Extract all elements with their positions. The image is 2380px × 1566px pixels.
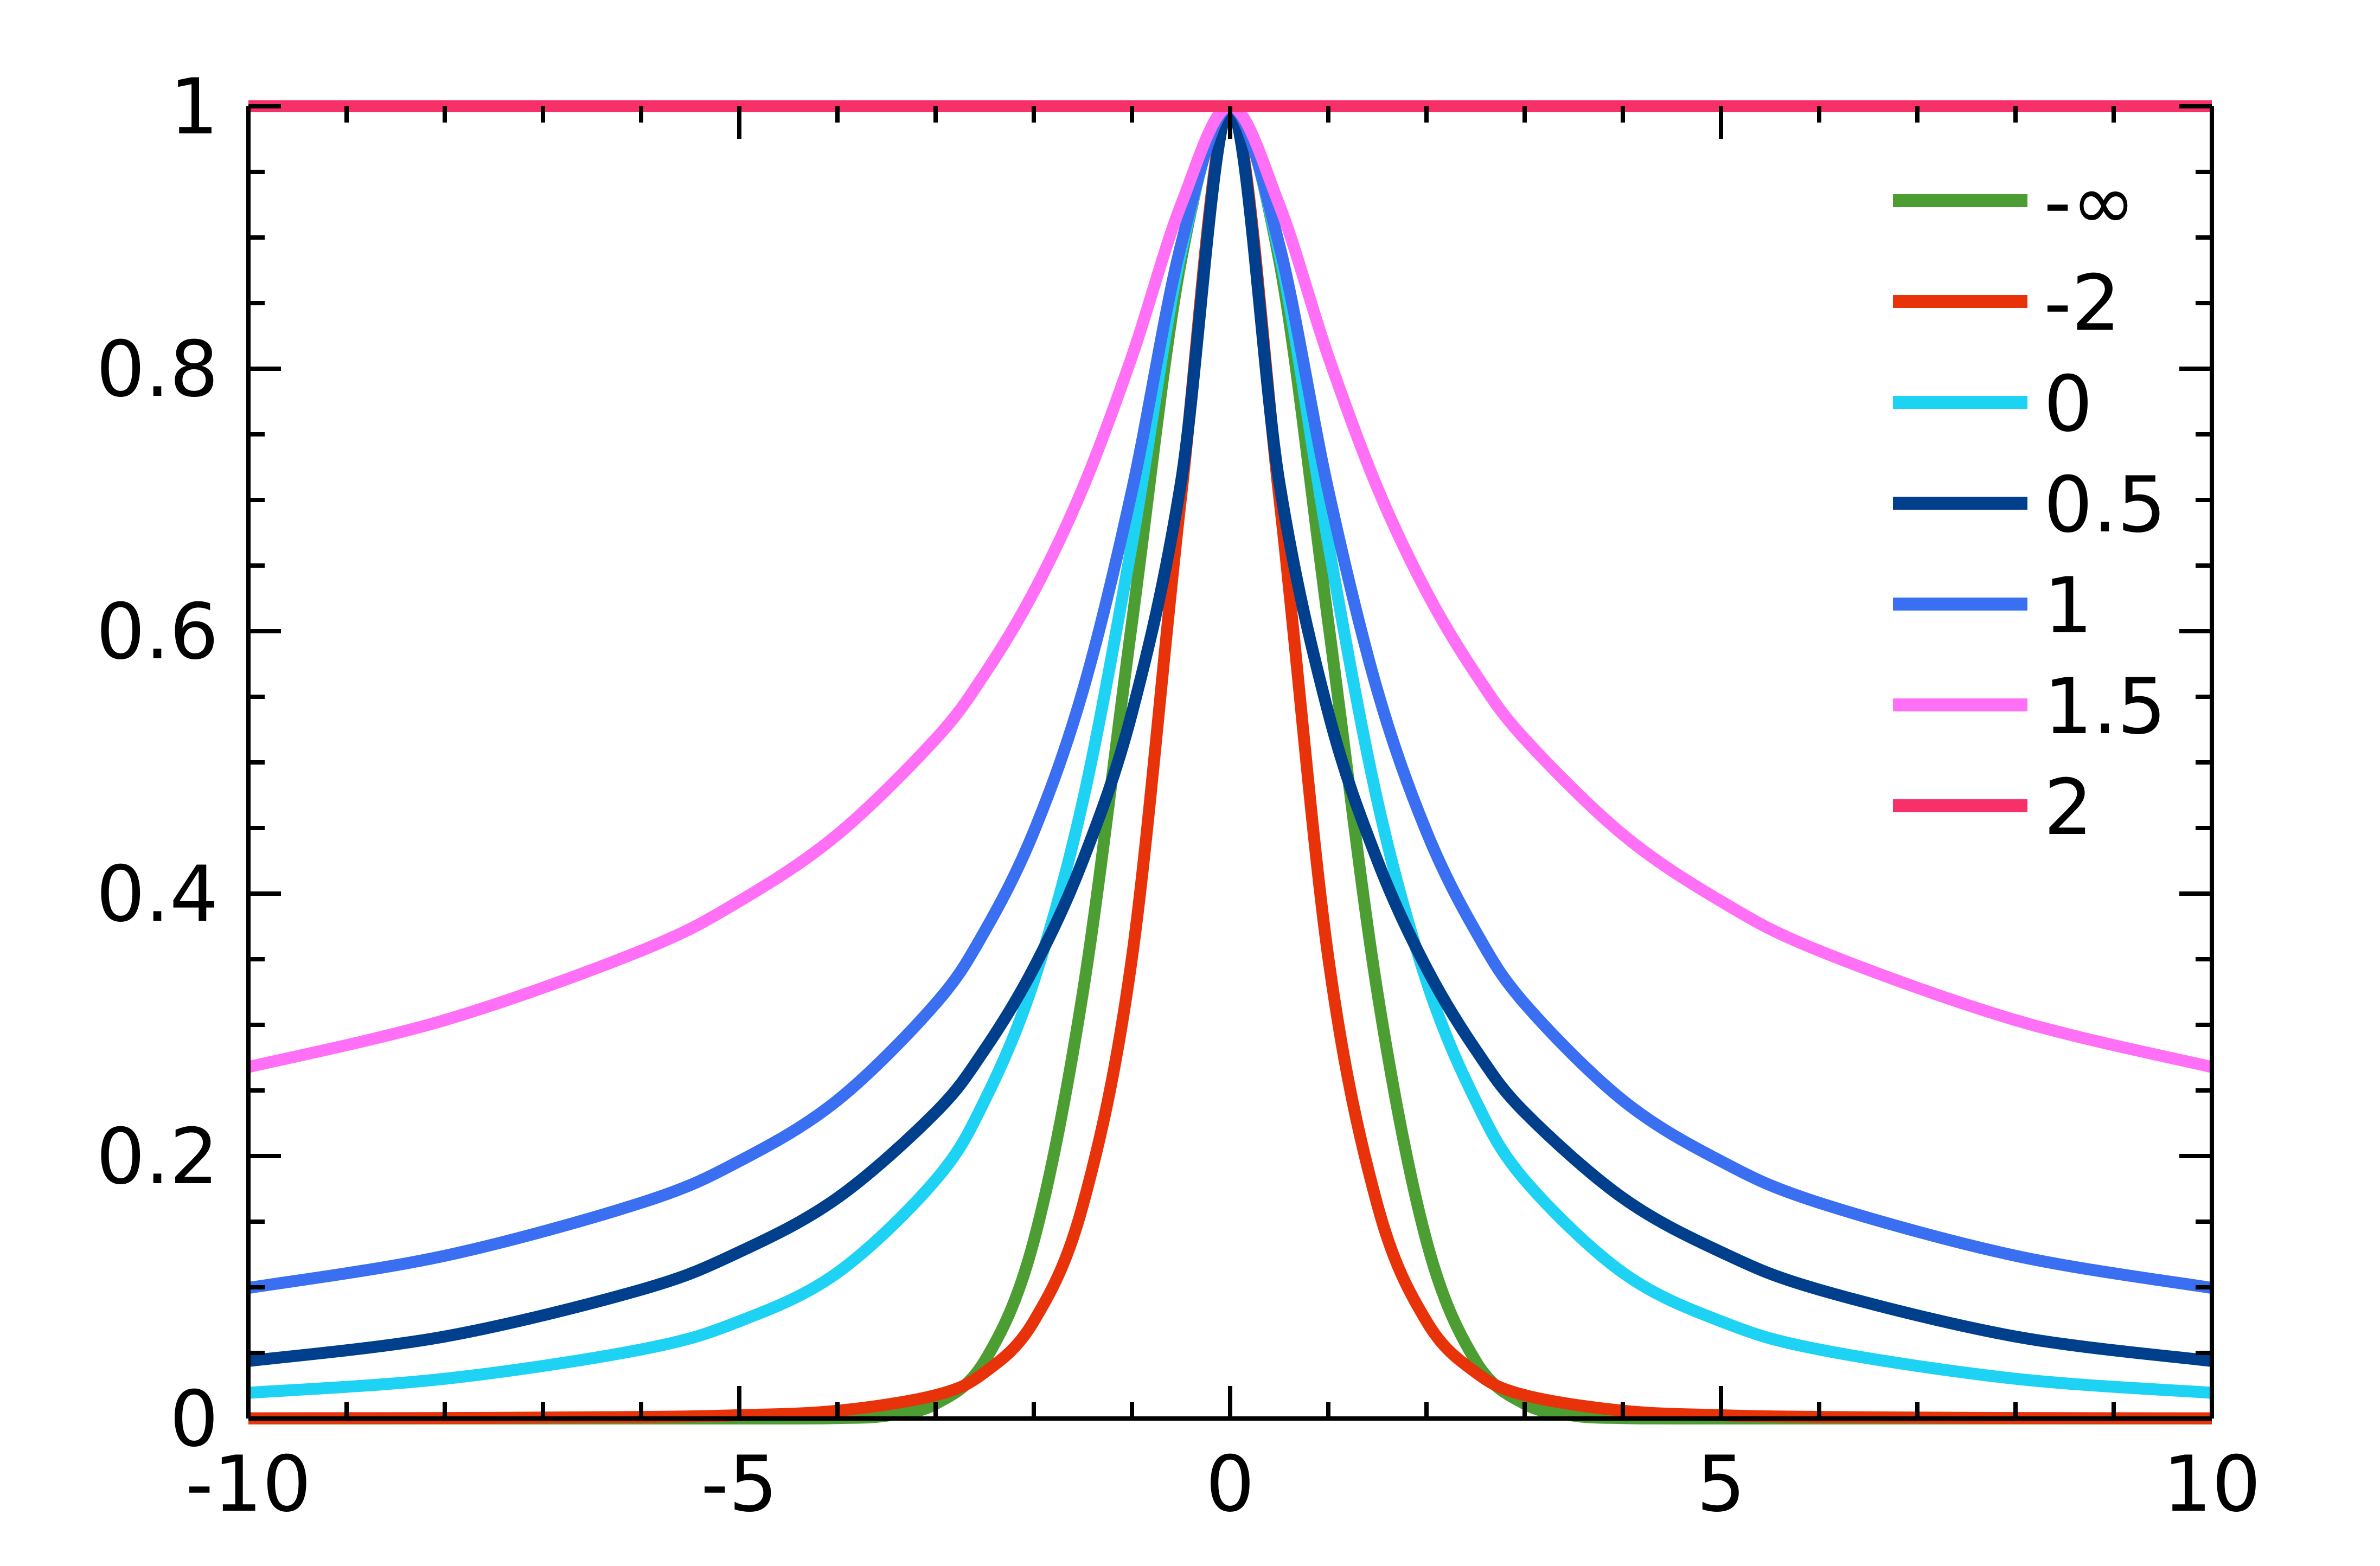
- legend-label: -2: [2044, 259, 2121, 348]
- legend-item: -2: [1893, 259, 2121, 348]
- y-tick-label: 0.4: [96, 850, 219, 939]
- ticks-layer: [246, 104, 2214, 1421]
- y-tick-label: 0.8: [96, 325, 219, 414]
- x-tick-label: -5: [701, 1440, 778, 1529]
- legend-item: 0: [1893, 360, 2093, 449]
- series-line-1-5: [247, 100, 2213, 1073]
- x-tick-label: -10: [185, 1440, 311, 1529]
- legend-label: 0: [2044, 360, 2093, 449]
- legend-item: 2: [1893, 763, 2093, 852]
- series-line-0-5: [247, 100, 2213, 1367]
- y-tick-label: 0.2: [96, 1112, 219, 1202]
- legend-label: 0.5: [2044, 460, 2166, 550]
- legend-label: 1.5: [2044, 662, 2166, 752]
- legend-label: -∞: [2044, 158, 2136, 247]
- legend-item: 1: [1893, 561, 2093, 651]
- legend-item: 0.5: [1893, 460, 2166, 550]
- x-tick-label: 0: [1206, 1440, 1255, 1529]
- legend-item: 1.5: [1893, 662, 2166, 752]
- legend-label: 2: [2044, 763, 2093, 852]
- series-line-1: [247, 100, 2213, 1294]
- y-tick-label: 1: [170, 62, 219, 152]
- legend-item: -∞: [1893, 158, 2136, 247]
- legend-label: 1: [2044, 561, 2093, 651]
- y-tick-label: 0: [170, 1375, 219, 1464]
- x-tick-label: 5: [1697, 1440, 1745, 1529]
- x-tick-label: 10: [2163, 1440, 2261, 1529]
- legend: -∞ -2 0 0.5 1 1.5 2: [1893, 158, 2166, 852]
- y-tick-label: 0.6: [96, 587, 219, 677]
